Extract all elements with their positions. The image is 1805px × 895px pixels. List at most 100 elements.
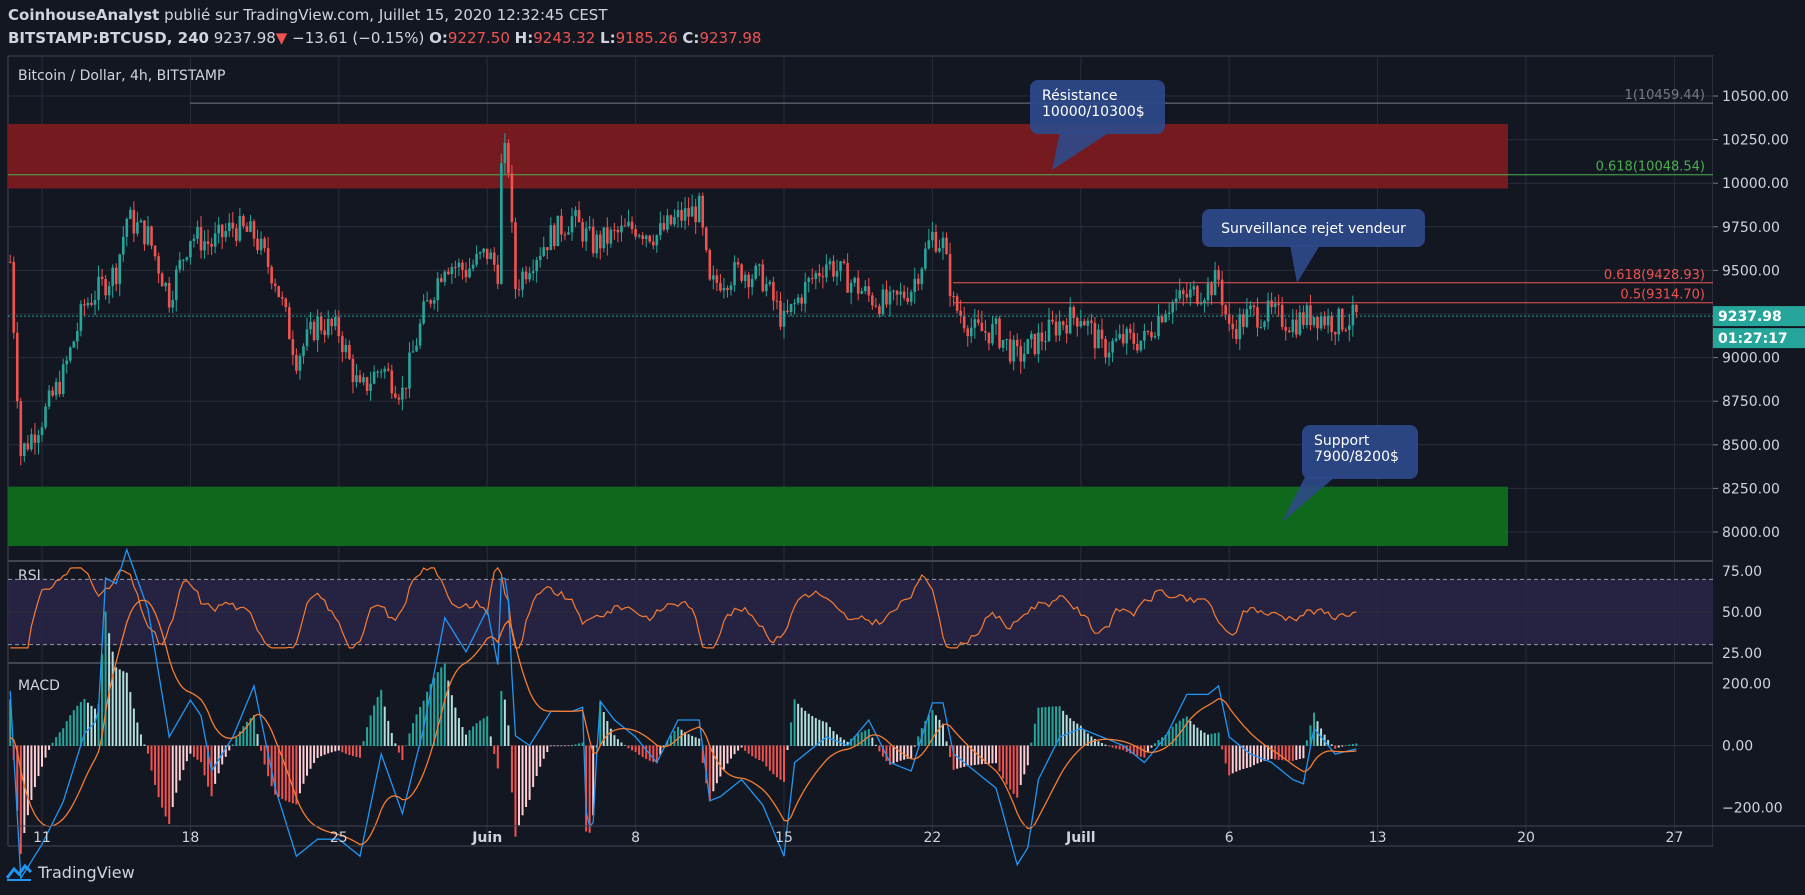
macd-histogram-bar — [147, 745, 149, 754]
candle-body — [885, 289, 888, 305]
author-name[interactable]: CoinhouseAnalyst — [8, 6, 160, 24]
macd-histogram-bar — [775, 745, 778, 778]
candle — [1319, 311, 1323, 331]
macd-histogram-bar — [563, 745, 566, 747]
candle-body — [708, 249, 712, 280]
candle-body — [542, 247, 546, 256]
candle-body — [1033, 333, 1037, 355]
macd-histogram-bar — [369, 715, 372, 746]
candle — [1298, 305, 1302, 337]
macd-histogram-bar — [454, 707, 457, 746]
macd-histogram-bar — [284, 745, 287, 801]
candle — [326, 310, 330, 339]
macd-histogram-bar — [1048, 706, 1050, 746]
macd-histogram-bar — [450, 695, 453, 746]
macd-histogram-bar — [196, 745, 199, 760]
candle-body — [351, 358, 355, 383]
time-tick-label: 6 — [1225, 830, 1234, 846]
candle — [337, 310, 341, 343]
macd-histogram-bar — [58, 732, 61, 746]
macd-histogram-bar — [1139, 745, 1142, 757]
candle — [666, 208, 669, 233]
macd-histogram-bar — [722, 745, 725, 770]
macd-tick-label: −200.00 — [1722, 800, 1783, 816]
macd-histogram-bar — [1337, 745, 1340, 748]
candle-body — [1030, 333, 1033, 340]
candle — [245, 222, 249, 233]
macd-histogram-bar — [19, 745, 22, 855]
macd-histogram-bar — [860, 732, 863, 746]
macd-histogram-bar — [1111, 745, 1114, 748]
candle-body — [235, 228, 238, 241]
candle — [602, 227, 606, 253]
macd-histogram-bar — [1238, 745, 1241, 771]
macd-histogram-bar — [376, 697, 379, 746]
candle — [528, 266, 531, 283]
candle — [1068, 297, 1072, 335]
macd-histogram-bar — [320, 745, 323, 757]
candle-body — [775, 300, 779, 302]
candle-body — [648, 235, 652, 242]
price-tick-label: 9000.00 — [1722, 351, 1780, 367]
candle — [58, 370, 61, 397]
macd-histogram-bar — [705, 745, 708, 784]
macd-histogram-bar — [772, 745, 775, 775]
macd-histogram-bar — [634, 745, 637, 753]
candle — [1072, 305, 1076, 326]
candle — [1058, 310, 1061, 342]
candle — [450, 263, 454, 284]
candle-body — [249, 221, 252, 232]
candle-body — [37, 435, 40, 443]
candle — [835, 259, 839, 286]
time-tick-label: 15 — [775, 830, 793, 846]
macd-histogram-bar — [1217, 732, 1220, 746]
candle — [690, 194, 694, 217]
candle — [938, 239, 941, 254]
candle-body — [620, 225, 623, 233]
rsi-pane: 75.00 50.00 25.00 — [8, 564, 1762, 662]
candle — [945, 232, 948, 255]
candle — [708, 248, 712, 281]
macd-histogram-bar — [1199, 730, 1202, 746]
rsi-tick-label: 25.00 — [1722, 646, 1762, 662]
candle-body — [987, 332, 991, 344]
candle — [846, 253, 849, 293]
candle — [1330, 311, 1333, 341]
candle-body — [1220, 279, 1224, 306]
footer-brand[interactable]: TradingView — [6, 858, 135, 886]
candle — [659, 211, 662, 241]
candle — [256, 229, 259, 254]
candle-body — [1344, 329, 1348, 331]
candle — [1125, 326, 1129, 355]
macd-histogram-bar — [832, 731, 835, 746]
macd-histogram-bar — [521, 745, 524, 816]
candle — [1083, 318, 1086, 326]
candle — [1136, 332, 1139, 354]
callout-box — [1030, 80, 1165, 134]
macd-histogram-bar — [1076, 723, 1079, 746]
macd-histogram-bar — [1055, 706, 1058, 746]
candle-body — [1206, 283, 1210, 301]
candle — [1217, 265, 1220, 287]
candle-body — [938, 248, 941, 252]
macd-histogram-bar — [631, 745, 634, 751]
macd-histogram-bar — [867, 729, 870, 746]
candle — [139, 218, 143, 223]
candle — [1079, 309, 1083, 329]
macd-histogram-bar — [182, 745, 185, 771]
macd-histogram-bar — [1341, 745, 1344, 747]
candle — [79, 300, 83, 337]
price-axis[interactable] — [1713, 56, 1805, 846]
candle — [1295, 309, 1298, 339]
candle-body — [743, 274, 747, 281]
candle — [485, 248, 489, 265]
candle — [535, 257, 538, 283]
candle-body — [284, 298, 288, 308]
support-zone — [8, 486, 1508, 546]
candle-body — [765, 284, 768, 292]
candle — [238, 207, 242, 243]
candle-body — [768, 281, 772, 285]
macd-histogram-bar — [1344, 745, 1347, 746]
